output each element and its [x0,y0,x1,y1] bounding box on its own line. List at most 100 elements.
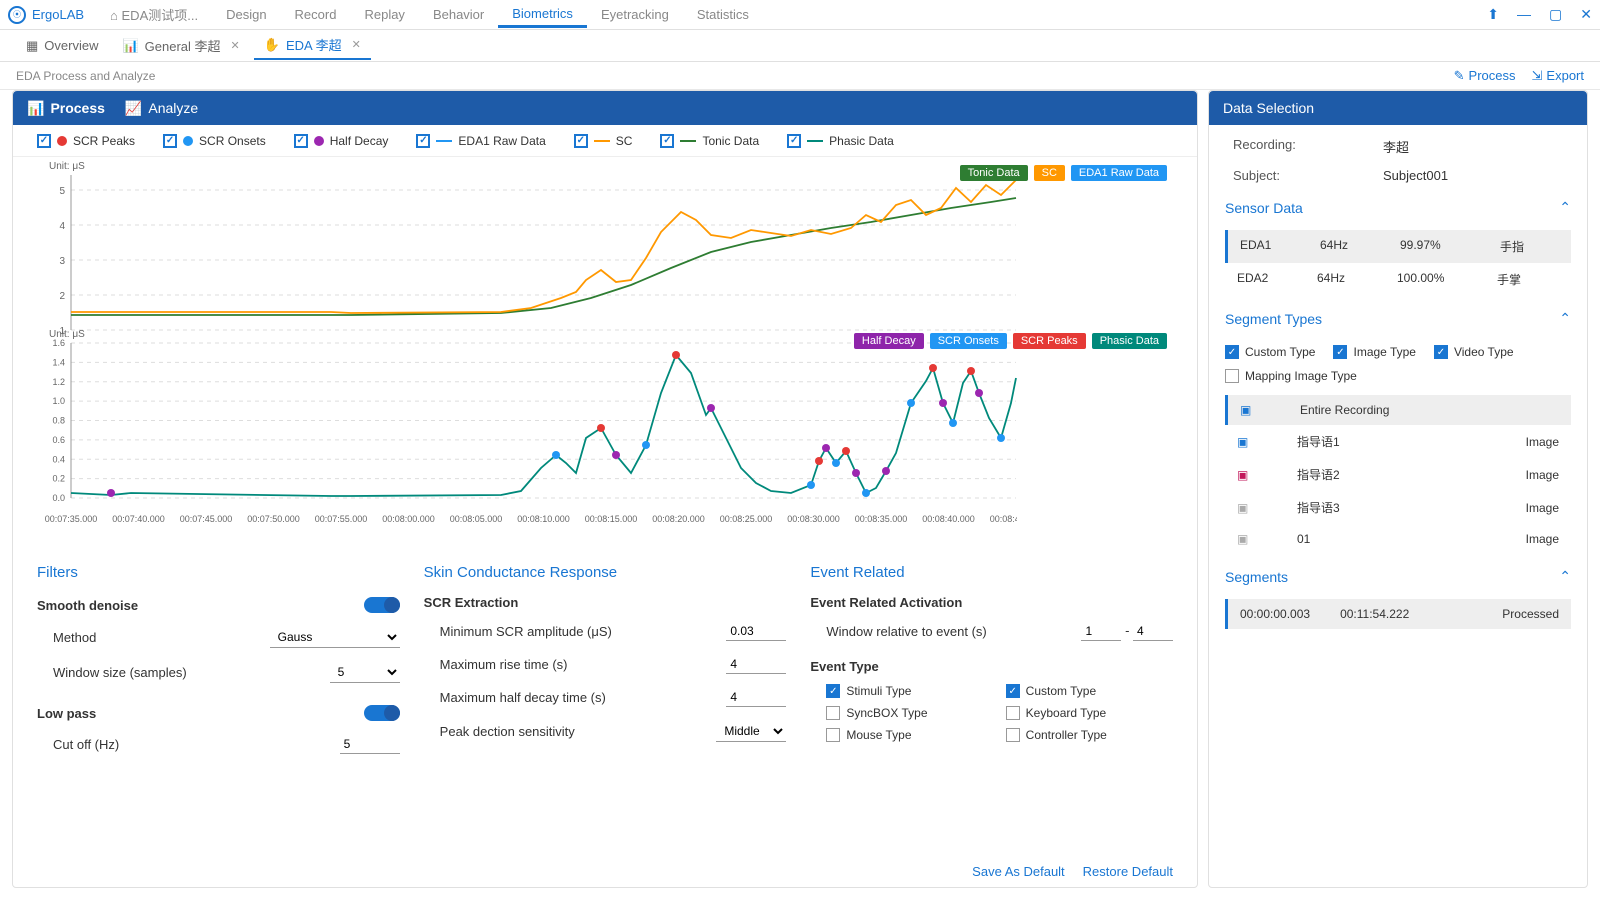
legend-item[interactable]: EDA1 Raw Data [416,134,545,148]
event-type-checkbox[interactable]: Keyboard Type [1006,706,1173,720]
svg-text:00:07:50.000: 00:07:50.000 [247,514,300,524]
legend-item[interactable]: SC [574,134,633,148]
tab-analyze[interactable]: 📈 Analyze [125,100,198,117]
max-decay-input[interactable] [726,688,786,707]
sensor-data-header[interactable]: Sensor Data⌃ [1225,193,1571,222]
event-type-checkbox[interactable]: Custom Type [1006,684,1173,698]
subtab[interactable]: ▦Overview [16,34,108,58]
event-type-label: Event Type [810,659,1173,674]
svg-text:5: 5 [59,186,65,197]
event-type-checkbox[interactable]: Mouse Type [826,728,993,742]
nav-eda测试项...[interactable]: ⌂ EDA测试项... [96,1,212,28]
process-button[interactable]: ✎ Process [1454,68,1516,84]
legend-checkbox[interactable] [294,134,308,148]
subtab[interactable]: ✋EDA 李超✕ [254,31,371,60]
chart2-unit: Unit: μS [49,329,85,340]
x-axis: 00:07:35.00000:07:40.00000:07:45.00000:0… [37,510,1017,530]
legend-item[interactable]: SCR Onsets [163,134,266,148]
event-win-b[interactable] [1133,622,1173,641]
window-controls: ⬆ — ▢ ✕ [1487,6,1592,23]
segment-processed-row[interactable]: 00:00:00.00300:11:54.222Processed [1225,599,1571,629]
upload-icon[interactable]: ⬆ [1487,6,1499,23]
maximize-icon[interactable]: ▢ [1549,6,1562,23]
segment-row[interactable]: ▣指导语1Image [1225,425,1571,458]
max-rise-input[interactable] [726,655,786,674]
chart-badge: EDA1 Raw Data [1071,165,1167,181]
legend-item[interactable]: SCR Peaks [37,134,135,148]
svg-text:0.4: 0.4 [52,454,65,464]
export-button[interactable]: ⇲ Export [1532,68,1584,84]
segment-icon: ▣ [1237,468,1253,482]
chart-badge: SCR Peaks [1013,333,1086,349]
event-win-a[interactable] [1081,622,1121,641]
min-amp-input[interactable] [726,622,786,641]
segment-types-header[interactable]: Segment Types⌃ [1225,304,1571,333]
svg-text:0.0: 0.0 [52,493,65,503]
sensor-row[interactable]: EDA264Hz100.00%手掌 [1225,263,1571,296]
subtab[interactable]: 📊General 李超✕ [112,32,249,59]
nav-eyetracking[interactable]: Eyetracking [587,1,683,28]
svg-text:0.8: 0.8 [52,416,65,426]
footer-buttons: Save As Default Restore Default [13,856,1197,887]
filters-panel: Filters Smooth denoise MethodGauss Windo… [37,564,400,844]
nav-statistics[interactable]: Statistics [683,1,763,28]
nav-replay[interactable]: Replay [350,1,418,28]
nav-design[interactable]: Design [212,1,280,28]
svg-text:1.4: 1.4 [52,357,65,367]
smooth-toggle[interactable] [364,597,400,613]
legend-checkbox[interactable] [787,134,801,148]
segment-icon: ▣ [1237,501,1253,515]
svg-text:00:08:45.000: 00:08:45.000 [990,514,1017,524]
legend-item[interactable]: Half Decay [294,134,389,148]
titlebar: ErgoLAB ⌂ EDA测试项...DesignRecordReplayBeh… [0,0,1600,30]
legend-item[interactable]: Tonic Data [660,134,759,148]
segtype-checkbox[interactable]: Mapping Image Type [1225,369,1357,383]
chart-area: 12345 Unit: μS Tonic DataSCEDA1 Raw Data… [13,157,1197,552]
breadcrumb: EDA Process and Analyze [16,69,155,83]
segtype-checkbox[interactable]: Custom Type [1225,345,1315,359]
chart-badge: Tonic Data [960,165,1028,181]
save-default-button[interactable]: Save As Default [972,864,1065,879]
segment-icon: ▣ [1240,403,1256,417]
legend-checkbox[interactable] [163,134,177,148]
segtype-checkbox[interactable]: Image Type [1333,345,1415,359]
segment-row[interactable]: ▣指导语3Image [1225,491,1571,524]
svg-text:2: 2 [59,291,65,302]
nav-biometrics[interactable]: Biometrics [498,1,587,28]
nav-behavior[interactable]: Behavior [419,1,498,28]
close-icon[interactable]: ✕ [1580,6,1592,23]
window-select[interactable]: 5 [330,662,400,683]
segment-row[interactable]: ▣Entire Recording [1225,395,1571,425]
chart-badge: Half Decay [854,333,924,349]
method-select[interactable]: Gauss [270,627,400,648]
peak-select[interactable]: Middle [716,721,786,742]
close-tab-icon[interactable]: ✕ [352,38,361,51]
event-act-label: Event Related Activation [810,595,1173,610]
event-type-checkbox[interactable]: SyncBOX Type [826,706,993,720]
event-type-checkbox[interactable]: Controller Type [1006,728,1173,742]
lowpass-label: Low pass [37,706,96,721]
legend-item[interactable]: Phasic Data [787,134,894,148]
tab-process[interactable]: 📊 Process [27,100,105,117]
cutoff-input[interactable] [340,735,400,754]
legend-checkbox[interactable] [416,134,430,148]
left-panel: 📊 Process 📈 Analyze SCR Peaks SCR Onsets H… [12,90,1198,888]
segments-header[interactable]: Segments⌃ [1225,562,1571,591]
sensor-row[interactable]: EDA164Hz99.97%手指 [1225,230,1571,263]
app-name: ErgoLAB [32,7,84,22]
chart-badge: SC [1034,165,1065,181]
scr-sub: SCR Extraction [424,595,787,610]
nav-record[interactable]: Record [281,1,351,28]
legend-checkbox[interactable] [574,134,588,148]
legend-checkbox[interactable] [37,134,51,148]
segment-row[interactable]: ▣01Image [1225,524,1571,554]
event-type-checkbox[interactable]: Stimuli Type [826,684,993,698]
close-tab-icon[interactable]: ✕ [231,39,240,52]
event-title: Event Related [810,564,1173,581]
restore-default-button[interactable]: Restore Default [1083,864,1173,879]
lowpass-toggle[interactable] [364,705,400,721]
segment-row[interactable]: ▣指导语2Image [1225,458,1571,491]
minimize-icon[interactable]: — [1517,6,1531,23]
legend-checkbox[interactable] [660,134,674,148]
segtype-checkbox[interactable]: Video Type [1434,345,1514,359]
